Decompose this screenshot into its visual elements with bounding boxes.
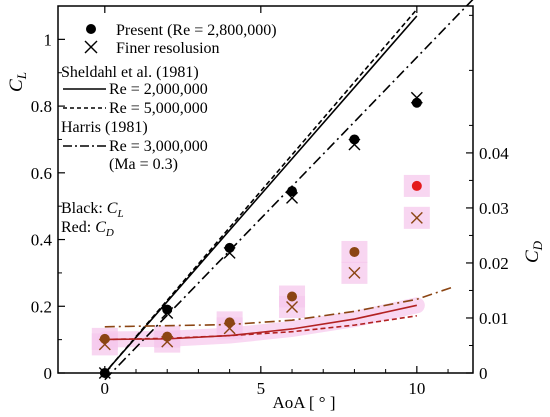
data-point-cross (410, 91, 423, 104)
legend-sheldahl-title: Sheldahl et al. (1981) (61, 64, 199, 81)
x-tick-label: 0 (101, 379, 110, 398)
y-tick-label-right: 0.04 (479, 144, 509, 163)
legend-harris-title: Harris (1981) (61, 119, 148, 136)
data-point-circle (287, 186, 298, 197)
data-point-cross (161, 335, 174, 348)
data-point-circle (162, 304, 173, 315)
data-point-circle (349, 246, 360, 257)
annotation-red-label: Red: (61, 219, 95, 236)
y-tick-label-left: 0.2 (31, 297, 52, 316)
color-annotation: Black: CL Red: CD (61, 200, 124, 239)
y-tick-label-left: 0 (44, 364, 53, 383)
annotation-black-label: Black: (61, 200, 107, 217)
data-point-cross (348, 138, 361, 151)
cross-stroke (98, 338, 111, 351)
legend-sheldahl-re1-label: Re = 2,000,000 (109, 81, 208, 98)
data-point-circle (349, 134, 360, 145)
annotation-black-symbol: C (107, 200, 118, 217)
cross-stroke (410, 91, 423, 104)
series-line (104, 15, 418, 374)
data-point-circle (287, 291, 298, 302)
data-point-cross (223, 322, 236, 335)
cross-stroke (348, 138, 361, 151)
annotation-red-symbol: C (95, 219, 106, 236)
y-tick-label-left: 0.4 (31, 231, 53, 250)
data-point-cross (410, 211, 423, 224)
x-axis-label: AoA [ ° ] (273, 393, 336, 412)
series-lines (104, 0, 474, 381)
data-point-cross (348, 266, 361, 279)
legend-harris-re-label: Re = 3,000,000 (109, 138, 208, 155)
y-tick-label-right: 0.03 (479, 199, 509, 218)
cross-stroke (348, 266, 361, 279)
data-point-circle (411, 180, 422, 191)
series-line (104, 314, 417, 341)
y-axis-label-right: CD (522, 240, 545, 263)
axis-ticks (58, 5, 473, 374)
legend-finer-label: Finer resolusion (116, 40, 220, 57)
data-point-circle (99, 333, 110, 344)
y-tick-label-right: 0.02 (479, 254, 509, 273)
data-point-circle (224, 317, 235, 328)
data-point-cross (98, 338, 111, 351)
y-axis-label-left: CL (6, 72, 29, 92)
data-point-cross (223, 246, 236, 259)
legend-harris-ma-label: (Ma = 0.3) (109, 156, 178, 173)
cross-stroke (161, 335, 174, 348)
annotation-red: Red: CD (61, 219, 114, 239)
y-tick-label-left: 0.8 (31, 97, 52, 116)
cross-stroke (286, 300, 299, 313)
cross-stroke (223, 322, 236, 335)
legend-present-label: Present (Re = 2,800,000) (116, 22, 277, 39)
cross-stroke (410, 211, 423, 224)
x-tick-label: 5 (257, 379, 266, 398)
data-marks (98, 91, 423, 379)
plot-frame (57, 5, 474, 374)
x-tick-label: 10 (408, 379, 425, 398)
annotation-red-subscript: D (105, 227, 114, 239)
series-line (104, 285, 455, 328)
legend: Present (Re = 2,800,000) Finer resolusio… (61, 22, 277, 173)
y-tick-label-right: 0.01 (479, 309, 509, 328)
data-point-circle (224, 242, 235, 253)
y-tick-label-left: 1 (44, 30, 53, 49)
legend-present-marker (86, 24, 96, 34)
data-point-cross (161, 306, 174, 319)
cross-stroke (223, 246, 236, 259)
annotation-black-subscript: L (116, 208, 123, 220)
data-point-cross (286, 191, 299, 204)
y-tick-label-left: 0.6 (31, 164, 52, 183)
cross-stroke (161, 306, 174, 319)
data-point-circle (411, 97, 422, 108)
legend-sheldahl-re2-label: Re = 5,000,000 (109, 100, 208, 117)
legend-finer-marker (84, 40, 98, 54)
y-tick-label-right: 0 (479, 364, 488, 383)
cross-stroke (286, 191, 299, 204)
annotation-black: Black: CL (61, 200, 124, 220)
data-point-circle (162, 331, 173, 342)
data-point-cross (286, 300, 299, 313)
